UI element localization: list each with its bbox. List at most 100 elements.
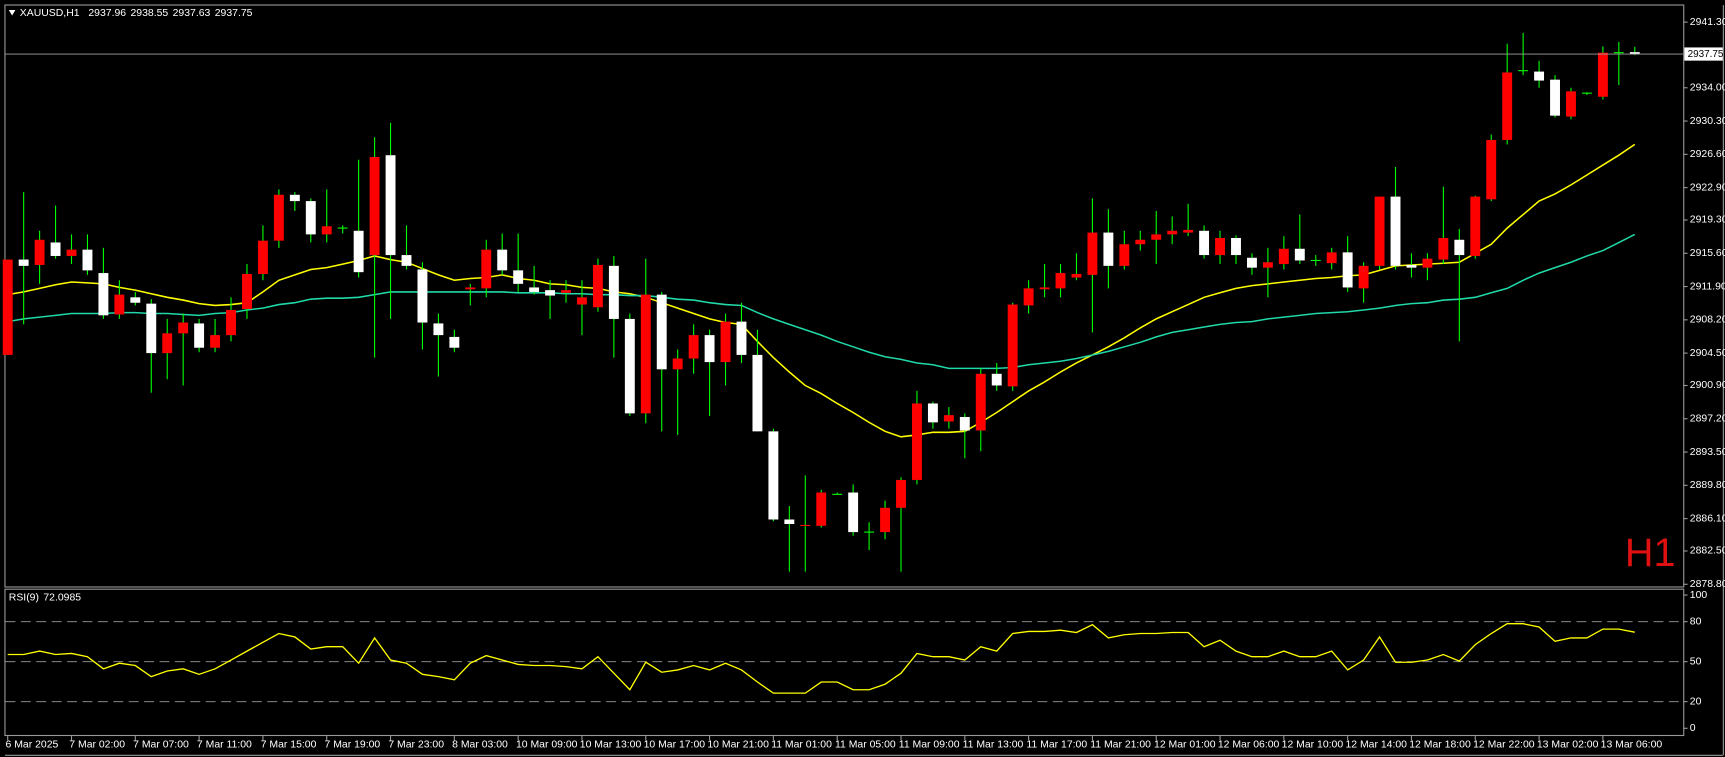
candle-body: [1470, 196, 1481, 256]
candle-body: [481, 249, 492, 289]
y-tick-label: 2904.50: [1690, 348, 1725, 359]
candle-body: [943, 415, 954, 422]
candle-body: [880, 507, 891, 533]
y-tick-label: 2878.80: [1690, 579, 1725, 590]
y-tick-label: 2908.20: [1690, 315, 1725, 326]
candle-body: [1390, 196, 1401, 266]
menu-triangle[interactable]: [8, 9, 16, 16]
x-tick-label: 11 Mar 17:00: [1026, 740, 1087, 751]
candle-body: [1135, 239, 1146, 245]
candle-body: [98, 273, 109, 316]
candle-body: [162, 333, 173, 354]
last-price-label: 2937.75: [1688, 49, 1724, 60]
y-tick-label: 2915.60: [1690, 248, 1725, 259]
candle-body: [401, 255, 412, 266]
candle-body: [66, 249, 77, 256]
candle-body: [704, 335, 715, 363]
candle-body: [1119, 244, 1130, 266]
candle-body: [369, 157, 380, 256]
x-tick-label: 12 Mar 10:00: [1282, 740, 1344, 751]
rsi-panel-frame: [4, 588, 1685, 737]
candle-body: [1183, 229, 1194, 233]
candle-body: [752, 354, 763, 432]
y-tick-label: 2897.20: [1690, 414, 1725, 425]
candle-body: [1087, 232, 1098, 275]
candle-body: [927, 403, 938, 423]
candle-body: [1486, 139, 1497, 200]
candle-body: [912, 403, 922, 480]
candle-body: [768, 431, 779, 520]
x-tick-label: 11 Mar 05:00: [835, 740, 896, 751]
candle-body: [800, 524, 811, 527]
candle-body: [624, 318, 635, 414]
candle-body: [497, 249, 508, 271]
x-tick-label: 12 Mar 01:00: [1154, 740, 1216, 751]
x-tick-label: 13 Mar 06:00: [1601, 740, 1663, 751]
y-tick-label: 2911.90: [1690, 281, 1725, 292]
candle-body: [433, 323, 444, 336]
header-close: 2937.75: [215, 8, 253, 19]
candle-body: [1438, 237, 1449, 260]
candle-body: [1597, 52, 1608, 97]
candle-body: [1246, 257, 1257, 268]
y-tick-label: 2889.80: [1690, 480, 1725, 491]
candle-body: [417, 269, 428, 323]
y-tick-label: 2919.30: [1690, 215, 1725, 226]
candle-body: [385, 155, 396, 256]
candle-body: [959, 416, 970, 431]
candle-body: [178, 322, 189, 334]
candle-body: [1023, 288, 1034, 306]
candle-body: [1358, 265, 1369, 289]
x-tick-label: 7 Mar 11:00: [197, 740, 252, 751]
chart-header: XAUUSD,H1 2937.96 2938.55 2937.63 2937.75: [20, 8, 253, 19]
candle-body: [82, 249, 93, 271]
candle-body: [353, 230, 364, 273]
candle-body: [1262, 262, 1273, 268]
x-tick-label: 7 Mar 19:00: [325, 740, 381, 751]
candle-body: [816, 492, 827, 526]
candle-body: [34, 239, 45, 265]
candle-body: [1326, 252, 1337, 264]
candle-body: [1629, 52, 1640, 55]
x-tick-label: 10 Mar 09:00: [516, 740, 578, 751]
candle-body: [1342, 252, 1353, 288]
candle-body: [592, 264, 603, 308]
candle-body: [784, 519, 795, 525]
candle-body: [1199, 230, 1210, 256]
candle-body: [640, 294, 651, 414]
timeframe-watermark: H1: [1625, 531, 1676, 575]
candle-body: [146, 303, 157, 354]
x-tick-label: 10 Mar 13:00: [580, 740, 642, 751]
y-tick-label: 2900.90: [1690, 380, 1725, 391]
candle-body: [1215, 237, 1225, 256]
y-tick-label: 2893.50: [1690, 447, 1725, 458]
rsi-line: [7, 623, 1635, 694]
candle-body: [577, 297, 587, 305]
symbol: XAUUSD,H1: [20, 8, 80, 19]
candle-body: [465, 287, 476, 290]
rsi-title: RSI(9): [9, 592, 39, 603]
candle-body: [513, 270, 524, 284]
x-tick-label: 11 Mar 13:00: [963, 740, 1024, 751]
header-open: 2937.96: [88, 8, 126, 19]
x-tick-label: 12 Mar 18:00: [1409, 740, 1471, 751]
candle-body: [1550, 79, 1560, 116]
x-tick-label: 7 Mar 07:00: [133, 740, 189, 751]
candle-body: [1374, 196, 1385, 266]
candle-body: [561, 290, 571, 293]
rsi-y-tick-label: 50: [1690, 656, 1702, 667]
header-high: 2938.55: [130, 8, 168, 19]
candle-body: [1071, 273, 1082, 278]
x-tick-label: 12 Mar 14:00: [1345, 740, 1407, 751]
candle-body: [50, 242, 61, 256]
candle-body: [1231, 237, 1241, 256]
x-tick-label: 10 Mar 21:00: [707, 740, 769, 751]
x-tick-label: 6 Mar 2025: [6, 740, 59, 751]
candle-body: [1103, 232, 1114, 266]
candle-body: [1294, 248, 1305, 261]
candle-body: [896, 479, 906, 508]
candle-body: [2, 259, 13, 355]
x-tick-label: 11 Mar 01:00: [771, 740, 832, 751]
